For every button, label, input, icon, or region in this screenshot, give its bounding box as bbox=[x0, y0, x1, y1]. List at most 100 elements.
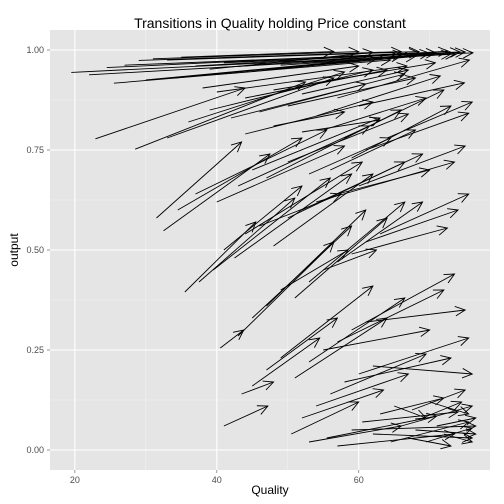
arrow-shaft bbox=[394, 405, 427, 419]
arrow-shaft bbox=[415, 429, 476, 435]
arrow bbox=[344, 355, 452, 383]
arrow-head bbox=[450, 400, 463, 411]
arrow-head bbox=[432, 289, 445, 299]
arrow-shaft bbox=[323, 97, 427, 131]
arrow-head bbox=[457, 406, 470, 417]
arrow-shaft bbox=[241, 381, 274, 395]
arrow bbox=[408, 437, 452, 450]
arrow bbox=[287, 112, 410, 163]
x-tick-label: 60 bbox=[354, 475, 364, 485]
arrow bbox=[365, 306, 467, 323]
arrow-head bbox=[340, 173, 353, 184]
arrow bbox=[401, 403, 474, 427]
arrow bbox=[411, 388, 467, 411]
y-tick-label: 0.00 bbox=[26, 445, 44, 455]
arrow bbox=[95, 86, 247, 140]
arrow-head bbox=[424, 59, 437, 70]
arrow-head bbox=[234, 86, 247, 97]
arrow bbox=[358, 79, 466, 107]
axis-ticks: 20 40 60 0.00 0.25 0.50 0.75 1.00 bbox=[26, 45, 363, 485]
arrow bbox=[156, 141, 243, 219]
arrow-shaft bbox=[156, 141, 242, 219]
chart-title: Transitions in Quality holding Price con… bbox=[134, 15, 406, 31]
arrow bbox=[241, 380, 275, 395]
arrow-shaft bbox=[401, 405, 473, 427]
arrow bbox=[280, 285, 374, 359]
arrow bbox=[273, 173, 374, 247]
arrow-shaft bbox=[230, 73, 405, 119]
arrow-head bbox=[440, 355, 452, 366]
x-tick-label: 40 bbox=[212, 475, 222, 485]
arrow-head bbox=[376, 66, 389, 77]
arrow bbox=[202, 62, 360, 89]
arrow-shaft bbox=[166, 77, 335, 139]
arrow-shaft bbox=[216, 65, 408, 93]
arrow-head bbox=[411, 153, 424, 163]
arrow-shaft bbox=[326, 415, 437, 439]
arrow-shaft bbox=[202, 65, 359, 89]
arrow-shaft bbox=[209, 69, 374, 111]
arrow bbox=[287, 75, 417, 107]
arrow bbox=[174, 54, 378, 79]
arrow-head bbox=[443, 159, 456, 170]
arrow-head bbox=[393, 71, 406, 82]
arrow-head bbox=[329, 192, 342, 203]
arrow-shaft bbox=[301, 119, 381, 133]
arrow-shaft bbox=[323, 329, 430, 351]
arrow-shaft bbox=[330, 129, 416, 171]
arrow-head bbox=[333, 108, 346, 119]
arrow-head bbox=[453, 79, 466, 90]
arrow bbox=[358, 336, 470, 375]
arrow-head bbox=[415, 352, 428, 363]
arrow-shaft bbox=[379, 397, 444, 415]
arrow-head bbox=[333, 145, 346, 155]
arrow-shaft bbox=[425, 427, 473, 443]
arrow-shaft bbox=[351, 273, 455, 331]
arrow-head bbox=[457, 111, 470, 122]
arrow-head bbox=[404, 129, 417, 139]
arrow-head bbox=[404, 75, 417, 86]
arrow-head bbox=[308, 337, 321, 348]
arrow-shaft bbox=[301, 389, 384, 419]
arrow-head bbox=[457, 336, 470, 346]
arrow-head bbox=[447, 407, 460, 419]
arrow-shaft bbox=[379, 193, 469, 235]
arrow bbox=[188, 70, 346, 123]
arrow-head bbox=[461, 434, 474, 445]
arrow-shaft bbox=[351, 425, 476, 431]
arrow bbox=[365, 208, 460, 243]
arrow-shaft bbox=[209, 51, 373, 70]
arrow-head bbox=[461, 368, 474, 379]
arrow-shaft bbox=[308, 297, 406, 363]
arrow-shaft bbox=[358, 337, 469, 375]
arrow-shaft bbox=[113, 59, 391, 84]
arrow-shaft bbox=[234, 173, 352, 259]
arrow-shaft bbox=[337, 201, 423, 263]
arrow bbox=[337, 429, 456, 447]
arrow-shaft bbox=[195, 129, 327, 195]
arrow-head bbox=[447, 208, 460, 219]
arrow-head bbox=[396, 62, 408, 73]
arrow bbox=[337, 57, 471, 99]
arrow-shaft bbox=[337, 433, 455, 447]
arrow bbox=[323, 326, 431, 351]
arrow-shaft bbox=[323, 249, 377, 271]
y-axis-title: output bbox=[7, 233, 21, 267]
arrow-shaft bbox=[294, 217, 388, 299]
arrow-shaft bbox=[273, 62, 436, 91]
arrow-shaft bbox=[365, 209, 459, 243]
arrow-shaft bbox=[223, 405, 269, 427]
arrow-head bbox=[262, 380, 275, 391]
x-axis-title: Quality bbox=[251, 483, 288, 497]
arrow bbox=[436, 414, 477, 427]
arrow bbox=[251, 337, 321, 387]
arrow-head bbox=[322, 76, 335, 87]
arrow bbox=[181, 46, 335, 58]
arrow bbox=[152, 46, 360, 60]
arrow-shaft bbox=[386, 101, 473, 139]
arrow bbox=[365, 111, 470, 151]
arrow-head bbox=[397, 372, 410, 383]
arrow bbox=[209, 67, 374, 111]
arrow-shaft bbox=[145, 55, 402, 81]
